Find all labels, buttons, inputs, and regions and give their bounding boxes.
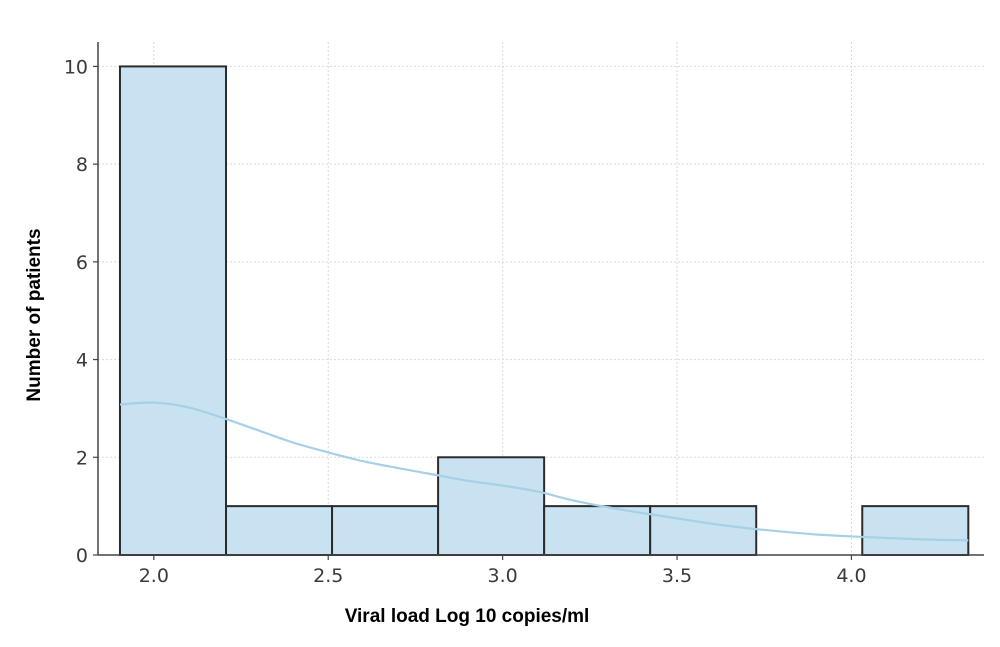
y-tick-label-1: 2 bbox=[76, 447, 88, 469]
y-tick-label-4: 8 bbox=[76, 154, 88, 176]
x-tick-label-4: 4.0 bbox=[836, 565, 866, 587]
histogram-bar-7 bbox=[861, 505, 970, 556]
y-tick-label-2: 4 bbox=[76, 350, 88, 372]
y-tick-label-3: 6 bbox=[76, 252, 88, 274]
y-tick-label-0: 0 bbox=[76, 545, 88, 567]
axes bbox=[93, 42, 984, 560]
histogram-bar-5 bbox=[649, 505, 758, 556]
y-axis-title: Number of patients bbox=[24, 228, 45, 401]
y-tick-label-5: 10 bbox=[64, 56, 88, 78]
x-tick-label-1: 2.5 bbox=[313, 565, 343, 587]
x-tick-label-2: 3.0 bbox=[488, 565, 518, 587]
tick-labels: 2.0 2.5 3.0 3.5 4.0 0 2 4 6 8 10 bbox=[64, 56, 867, 587]
kde-curve bbox=[119, 401, 969, 542]
histogram-bar-2 bbox=[331, 505, 440, 556]
histogram-bar-0 bbox=[118, 65, 228, 557]
x-tick-label-0: 2.0 bbox=[139, 565, 169, 587]
x-tick-label-3: 3.5 bbox=[662, 565, 692, 587]
x-axis-title: Viral load Log 10 copies/ml bbox=[345, 606, 590, 627]
histogram-bars bbox=[118, 65, 970, 557]
histogram-bar-1 bbox=[225, 505, 334, 556]
histogram-bar-4 bbox=[543, 505, 652, 556]
histogram-bar-3 bbox=[437, 456, 546, 556]
